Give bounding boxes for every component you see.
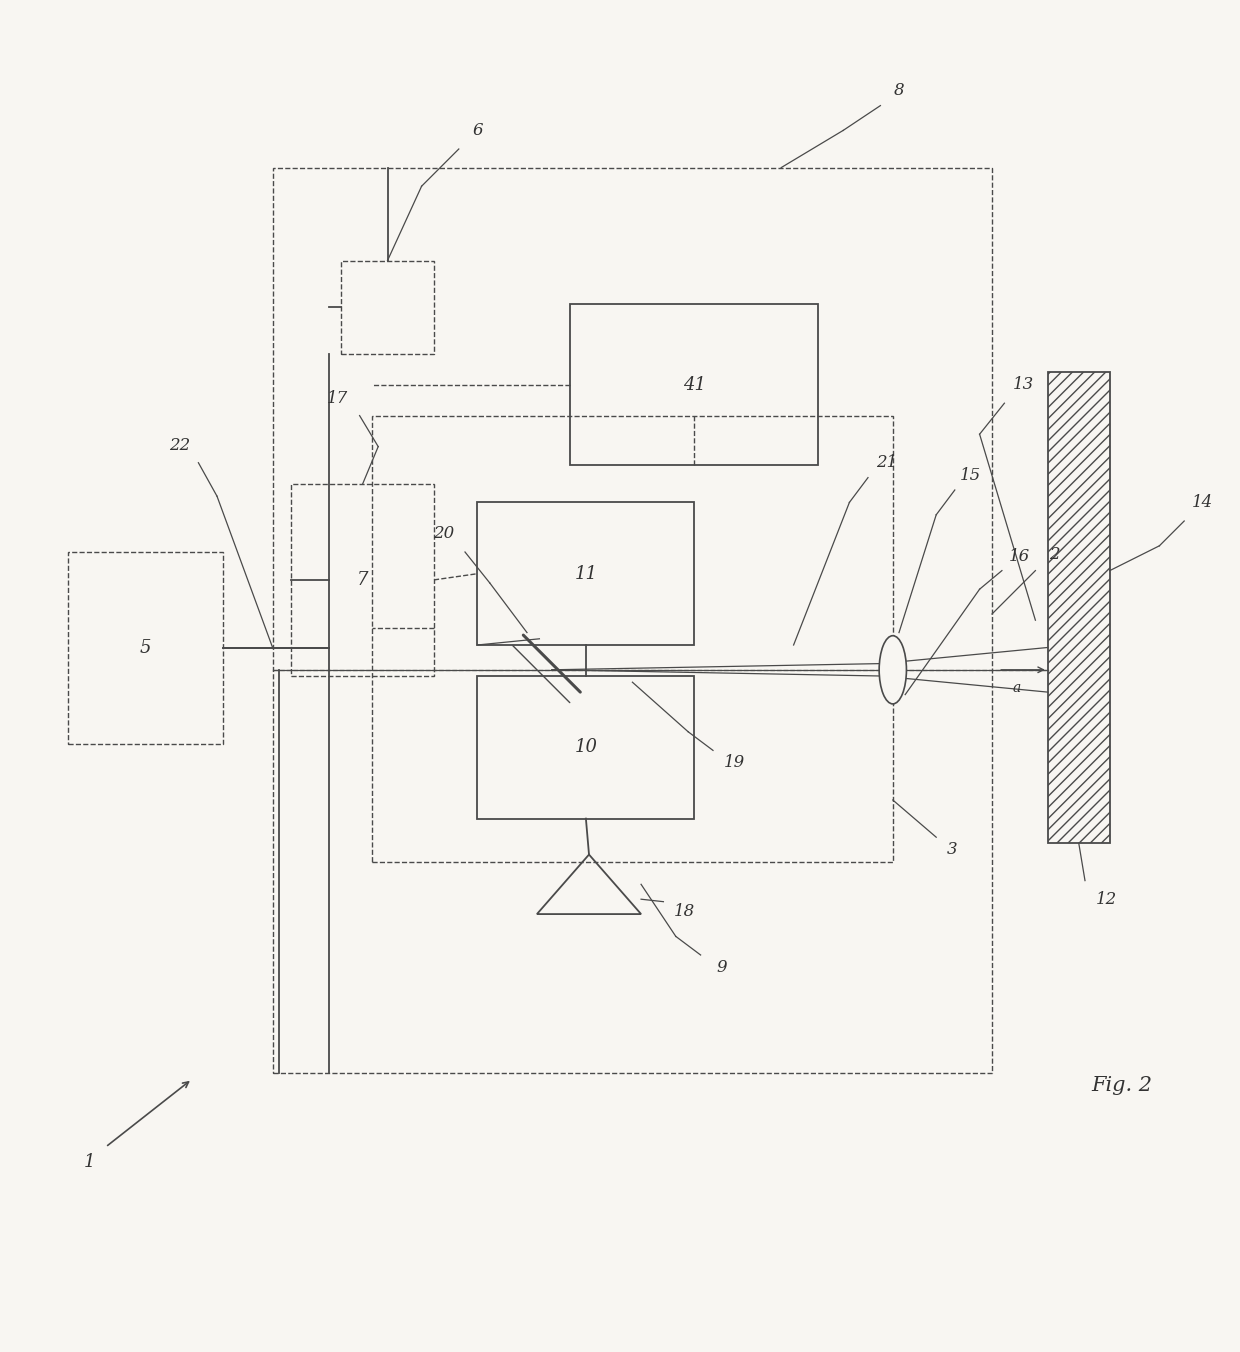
Text: 13: 13 bbox=[1012, 376, 1034, 393]
Text: 10: 10 bbox=[574, 738, 598, 756]
Text: 9: 9 bbox=[717, 959, 727, 976]
Text: 21: 21 bbox=[875, 454, 898, 472]
Text: 7: 7 bbox=[357, 571, 368, 589]
Text: 2: 2 bbox=[1049, 546, 1059, 562]
Text: a: a bbox=[1013, 681, 1021, 695]
Text: 11: 11 bbox=[574, 565, 598, 583]
Bar bbox=[477, 503, 694, 645]
Bar bbox=[273, 168, 992, 1072]
Text: 12: 12 bbox=[1095, 891, 1117, 907]
Bar bbox=[570, 304, 818, 465]
Text: 22: 22 bbox=[169, 437, 191, 454]
Text: 17: 17 bbox=[326, 389, 348, 407]
Bar bbox=[372, 415, 893, 863]
Text: Fig. 2: Fig. 2 bbox=[1091, 1076, 1153, 1095]
Text: 6: 6 bbox=[472, 122, 482, 139]
Text: 1: 1 bbox=[83, 1153, 95, 1171]
Bar bbox=[68, 552, 223, 744]
Text: 20: 20 bbox=[433, 525, 455, 542]
Ellipse shape bbox=[879, 635, 906, 704]
Bar bbox=[1048, 372, 1110, 844]
Text: 19: 19 bbox=[723, 754, 745, 771]
Text: 41: 41 bbox=[683, 376, 706, 393]
Bar bbox=[291, 484, 434, 676]
Text: 16: 16 bbox=[1008, 549, 1030, 565]
Bar bbox=[477, 676, 694, 818]
Text: 14: 14 bbox=[1192, 493, 1214, 511]
Text: 5: 5 bbox=[140, 639, 151, 657]
Text: 8: 8 bbox=[894, 82, 904, 99]
Bar bbox=[341, 261, 434, 354]
Text: 3: 3 bbox=[947, 841, 957, 859]
Text: 18: 18 bbox=[673, 903, 696, 921]
Text: 15: 15 bbox=[960, 466, 982, 484]
